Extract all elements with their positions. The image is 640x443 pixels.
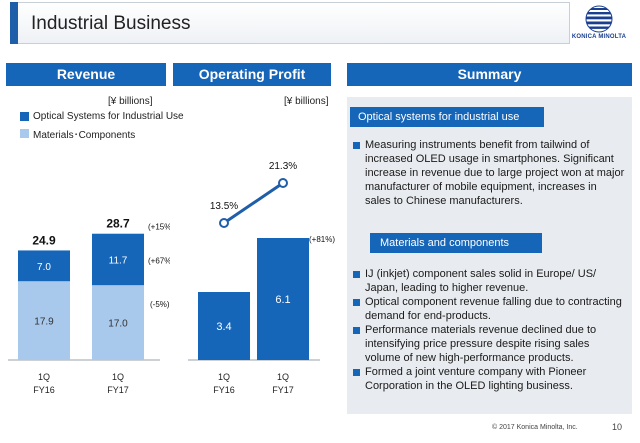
x-tick-label: 1Q	[277, 372, 289, 382]
bullet-item: Performance materials revenue declined d…	[353, 323, 625, 365]
bar	[198, 292, 250, 360]
page-number: 10	[612, 422, 623, 432]
materials-subheader: Materials and components	[370, 233, 542, 253]
total-change-label: (+15%)	[148, 223, 170, 232]
op-profit-unit: [¥ billions]	[284, 96, 329, 107]
summary-header: Summary	[347, 63, 632, 86]
revenue-unit: [¥ billions]	[108, 96, 153, 107]
legend-label-materials: Materials･Components	[33, 130, 136, 141]
title-accent	[10, 2, 18, 44]
revenue-header: Revenue	[6, 63, 166, 86]
x-tick-label: 1Q	[112, 372, 124, 382]
bar-segment	[18, 281, 70, 360]
bar-value-label: 3.4	[216, 321, 231, 333]
x-tick-label: 1Q	[38, 372, 50, 382]
legend-item-optical: Optical Systems for Industrial Use	[20, 111, 184, 122]
revenue-chart: 17.9 7.0 24.9 1Q FY16 17.0 11.7 28.7 1Q FY17 (+15%…	[8, 217, 170, 395]
bar-segment	[92, 285, 144, 360]
bar-total-label: 28.7	[106, 217, 130, 231]
operating-profit-chart: 3.4 1Q FY16 6.1 1Q FY17 (+81%) 13.5% 21.3%	[188, 161, 335, 395]
copyright: © 2017 Konica Minolta, Inc.	[492, 424, 578, 431]
x-tick-label: FY16	[33, 385, 55, 395]
bar-segment	[92, 233, 144, 286]
margin-label: 13.5%	[210, 201, 238, 212]
bar	[257, 238, 309, 360]
legend-item-materials: Materials･Components	[20, 126, 135, 141]
operating-profit-header: Operating Profit	[173, 63, 331, 86]
bar-segment	[18, 250, 70, 282]
bar-value-label: 7.0	[37, 262, 51, 273]
bar-value-label: 17.9	[34, 317, 54, 328]
legend-label-optical: Optical Systems for Industrial Use	[33, 111, 184, 122]
optical-bullets: Measuring instruments benefit from tailw…	[353, 138, 625, 208]
summary-panel: Optical systems for industrial use Measu…	[347, 97, 632, 414]
legend-swatch-materials	[20, 129, 29, 138]
optical-subheader: Optical systems for industrial use	[350, 107, 544, 127]
x-tick-label: 1Q	[218, 372, 230, 382]
legend-swatch-optical	[20, 112, 29, 121]
margin-point	[219, 218, 229, 228]
bar-total-label: 24.9	[32, 233, 56, 247]
margin-label: 21.3%	[269, 161, 297, 172]
bar-value-label: 6.1	[275, 294, 290, 306]
margin-line	[223, 181, 284, 225]
x-tick-label: FY17	[272, 385, 294, 395]
company-logo: KONICA MINOLTA	[563, 4, 635, 44]
logo-globe-icon	[585, 5, 613, 33]
optical-change-label: (+67%)	[148, 256, 170, 265]
x-tick-label: FY16	[213, 385, 235, 395]
bullet-item: Optical component revenue falling due to…	[353, 295, 625, 323]
bullet-item: IJ (inkjet) component sales solid in Eur…	[353, 267, 625, 295]
materials-bullets: IJ (inkjet) component sales solid in Eur…	[353, 267, 625, 393]
title-bar: Industrial Business	[10, 2, 570, 44]
bullet-item: Measuring instruments benefit from tailw…	[353, 138, 625, 208]
margin-point	[278, 178, 288, 188]
x-tick-label: FY17	[107, 385, 129, 395]
profit-change-label: (+81%)	[309, 235, 335, 244]
bullet-item: Formed a joint venture company with Pion…	[353, 365, 625, 393]
logo-text: KONICA MINOLTA	[571, 34, 627, 40]
materials-change-label: (-5%)	[150, 300, 170, 309]
bar-value-label: 11.7	[109, 255, 128, 266]
bar-value-label: 17.0	[108, 319, 128, 330]
page-title: Industrial Business	[31, 13, 191, 34]
